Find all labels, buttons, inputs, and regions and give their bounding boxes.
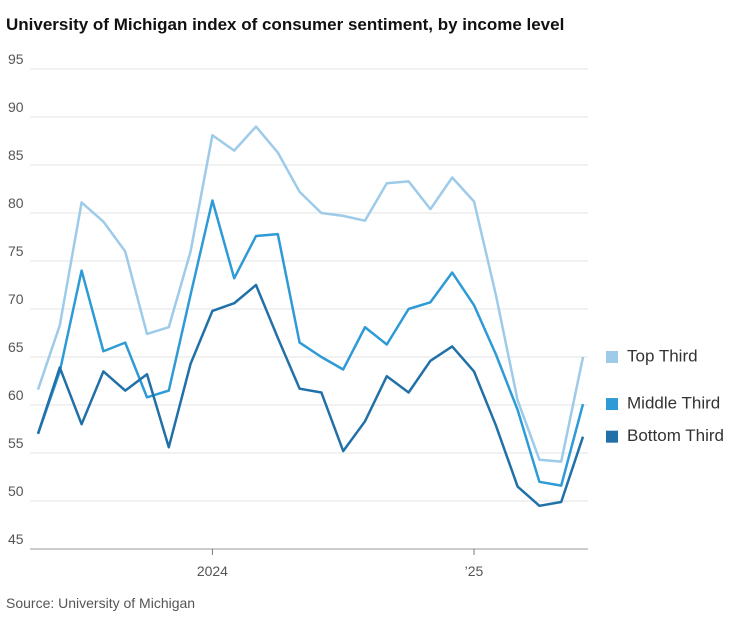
y-tick-label: 85	[8, 147, 24, 163]
y-tick-label: 90	[8, 99, 24, 115]
legend-label: Bottom Third	[627, 426, 724, 445]
series-line	[36, 199, 585, 487]
y-tick-label: 55	[8, 435, 24, 451]
chart-title: University of Michigan index of consumer…	[6, 15, 564, 34]
y-tick-label: 95	[8, 51, 24, 67]
legend-swatch	[606, 351, 618, 363]
series-line	[36, 125, 585, 463]
source: Source: University of Michigan	[6, 595, 195, 611]
y-tick-label: 75	[8, 243, 24, 259]
y-tick-label: 70	[8, 291, 24, 307]
y-tick-label: 50	[8, 483, 24, 499]
y-tick-label: 80	[8, 195, 24, 211]
legend-label: Middle Third	[627, 394, 720, 413]
series-line	[36, 283, 585, 508]
x-tick-label: 2024	[197, 563, 228, 579]
y-tick-label: 60	[8, 387, 24, 403]
y-tick-label: 65	[8, 339, 24, 355]
x-tick-label: ’25	[465, 563, 484, 579]
legend-swatch	[606, 430, 618, 443]
legend-label: Top Third	[627, 346, 698, 365]
legend-swatch	[606, 398, 618, 411]
y-tick-label: 45	[8, 531, 24, 547]
